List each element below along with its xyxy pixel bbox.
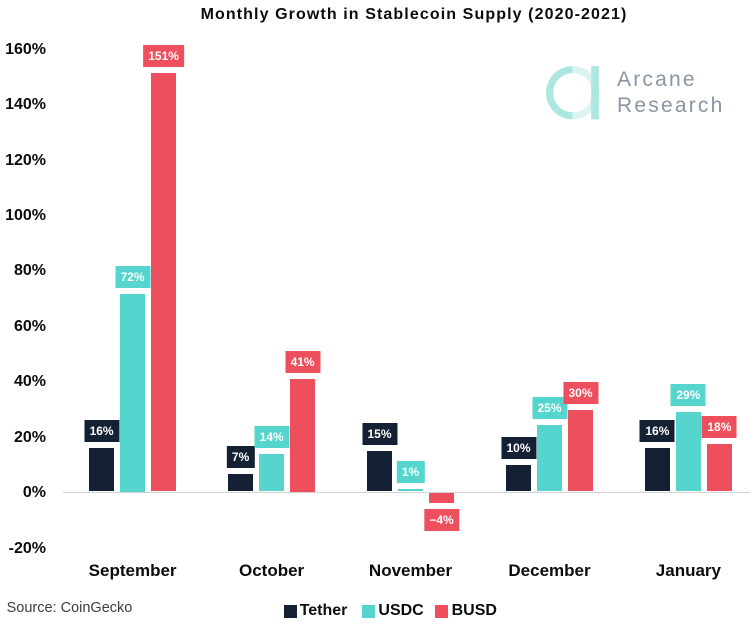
- svg-text:Arcane: Arcane: [617, 68, 697, 91]
- svg-text:Research: Research: [617, 94, 724, 117]
